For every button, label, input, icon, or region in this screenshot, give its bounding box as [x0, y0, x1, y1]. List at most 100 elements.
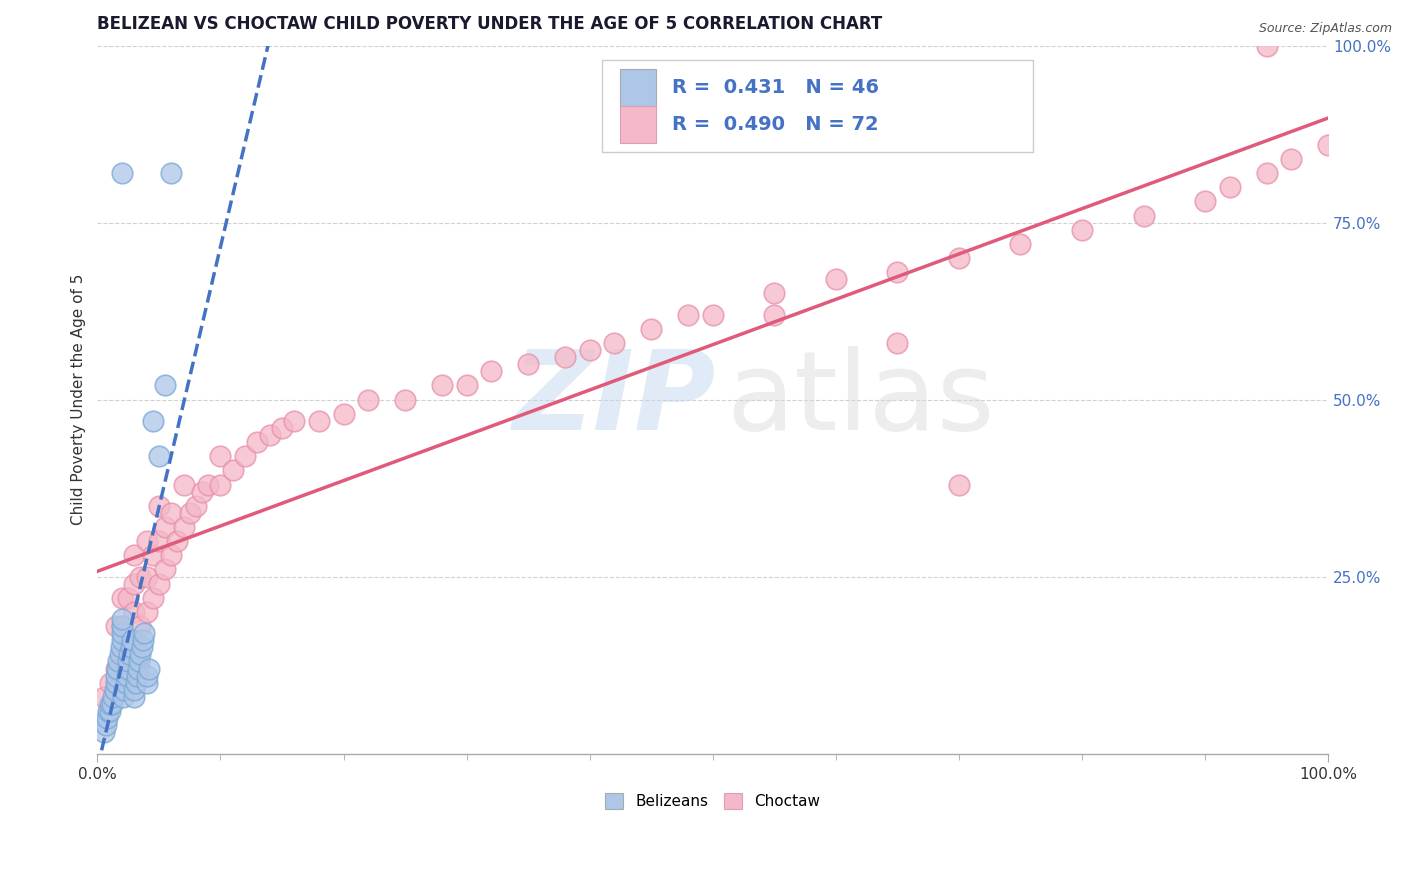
Point [153, 562, 176, 576]
Point [134, 626, 156, 640]
Point [886, 335, 908, 350]
Point [160, 549, 183, 563]
Point [101, 697, 124, 711]
Point [209, 449, 232, 463]
Point [98, 675, 121, 690]
Point [1010, 236, 1032, 251]
Point [117, 640, 139, 655]
Point [142, 549, 165, 563]
Point [131, 640, 153, 655]
Point [104, 668, 127, 682]
Point [127, 662, 149, 676]
Point [148, 534, 170, 549]
Point [1219, 180, 1241, 194]
Point [142, 591, 165, 605]
Point [763, 286, 786, 301]
Point [1279, 152, 1302, 166]
Point [124, 576, 146, 591]
Point [948, 477, 970, 491]
Point [1256, 38, 1278, 53]
Point [124, 549, 146, 563]
Point [394, 392, 416, 407]
Point [676, 308, 699, 322]
Point [93, 725, 115, 739]
Point [1256, 166, 1278, 180]
Point [132, 633, 155, 648]
Text: atlas: atlas [725, 346, 994, 453]
Point [142, 414, 165, 428]
Point [160, 506, 183, 520]
Point [603, 335, 626, 350]
Text: ZIP: ZIP [513, 346, 716, 453]
Point [153, 520, 176, 534]
Point [129, 648, 152, 662]
Point [246, 435, 269, 450]
Point [117, 662, 139, 676]
Point [259, 428, 281, 442]
Point [640, 322, 662, 336]
Point [98, 697, 121, 711]
Point [702, 308, 724, 322]
Point [96, 711, 118, 725]
FancyBboxPatch shape [602, 60, 1033, 152]
Point [160, 166, 183, 180]
Point [98, 704, 121, 718]
Point [1194, 194, 1216, 209]
Point [128, 655, 150, 669]
Point [179, 506, 201, 520]
Point [173, 477, 195, 491]
Y-axis label: Child Poverty Under the Age of 5: Child Poverty Under the Age of 5 [72, 274, 86, 525]
Point [111, 612, 134, 626]
Point [94, 718, 117, 732]
Point [120, 640, 142, 655]
Point [111, 633, 134, 648]
Point [124, 605, 146, 619]
Point [124, 682, 146, 697]
Point [283, 414, 305, 428]
Point [763, 308, 786, 322]
Point [517, 357, 540, 371]
Point [111, 166, 134, 180]
Text: R =  0.490   N = 72: R = 0.490 N = 72 [672, 115, 879, 134]
Point [153, 378, 176, 392]
Point [554, 350, 576, 364]
Point [148, 576, 170, 591]
Point [124, 690, 146, 704]
Point [148, 449, 170, 463]
Point [456, 378, 478, 392]
Point [111, 648, 134, 662]
Point [135, 668, 157, 682]
Point [332, 407, 354, 421]
Point [114, 675, 136, 690]
Point [103, 690, 125, 704]
Point [135, 675, 157, 690]
Point [117, 655, 139, 669]
Point [93, 690, 115, 704]
Point [111, 626, 134, 640]
Point [308, 414, 330, 428]
Point [111, 619, 134, 633]
Text: R =  0.431   N = 46: R = 0.431 N = 46 [672, 78, 879, 97]
Point [129, 569, 152, 583]
Point [578, 343, 600, 357]
Point [357, 392, 380, 407]
Legend: Belizeans, Choctaw: Belizeans, Choctaw [598, 785, 828, 817]
Point [824, 272, 846, 286]
Point [110, 640, 132, 655]
Point [121, 633, 143, 648]
Point [112, 690, 135, 704]
Point [430, 378, 453, 392]
Point [173, 520, 195, 534]
Point [117, 591, 139, 605]
FancyBboxPatch shape [620, 106, 657, 143]
Point [112, 682, 135, 697]
Point [184, 499, 207, 513]
Point [111, 619, 134, 633]
Point [166, 534, 188, 549]
Point [125, 668, 148, 682]
Point [479, 364, 502, 378]
Point [886, 265, 908, 279]
Point [104, 662, 127, 676]
Point [108, 648, 131, 662]
Point [138, 662, 160, 676]
